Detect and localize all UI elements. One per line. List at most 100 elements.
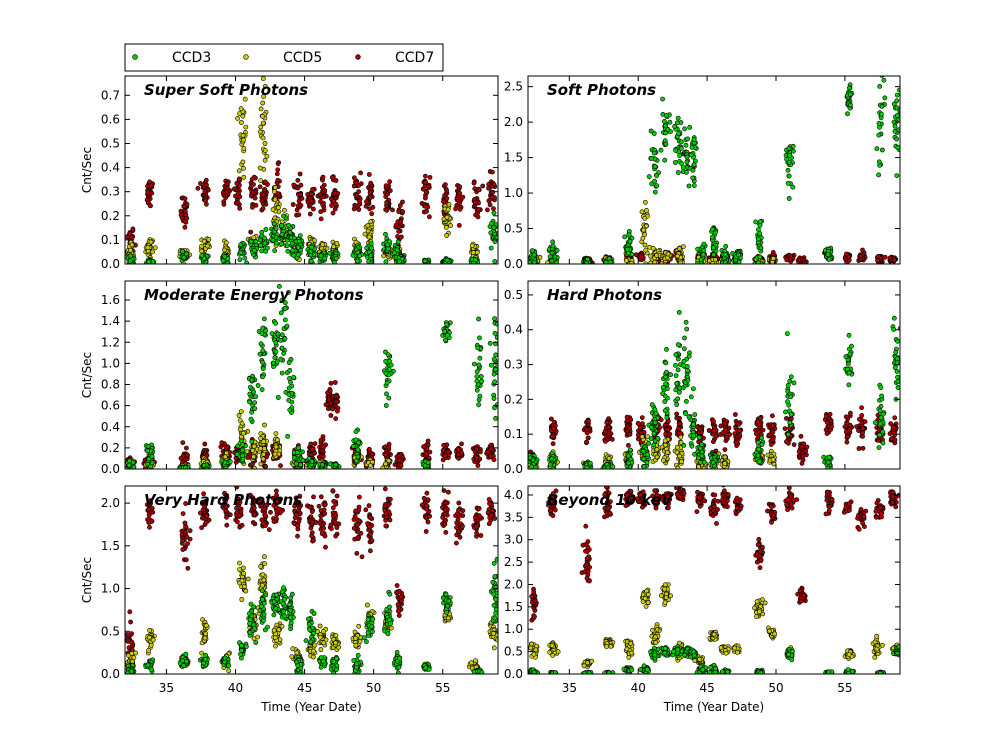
- data-point: [688, 152, 694, 158]
- data-point: [679, 145, 684, 151]
- data-point: [422, 258, 428, 264]
- data-point: [683, 142, 689, 148]
- data-point: [253, 202, 259, 208]
- data-point: [260, 113, 265, 119]
- data-point: [493, 367, 498, 372]
- series-ccd3-panel-2: [125, 283, 498, 469]
- data-point: [646, 174, 652, 180]
- y-tick-label: 0.2: [101, 441, 120, 455]
- data-point: [894, 136, 899, 142]
- data-point: [487, 202, 493, 208]
- data-point: [279, 241, 284, 247]
- data-point: [147, 203, 153, 209]
- data-point: [240, 113, 246, 119]
- data-point: [333, 462, 339, 468]
- data-point: [755, 236, 761, 242]
- data-point: [286, 360, 292, 365]
- data-point: [387, 188, 393, 194]
- data-point: [249, 409, 255, 415]
- data-point: [790, 184, 796, 190]
- y-tick-label: 0.4: [101, 420, 120, 434]
- data-point: [550, 434, 555, 439]
- data-point: [386, 458, 392, 464]
- data-point: [894, 173, 900, 178]
- data-point: [247, 384, 253, 390]
- data-point: [894, 98, 900, 104]
- legend: CCD3 CCD5 CCD7: [124, 43, 444, 72]
- data-point: [366, 258, 371, 264]
- data-point: [300, 458, 306, 463]
- data-point: [627, 431, 633, 437]
- data-point: [848, 102, 853, 108]
- data-point: [643, 199, 648, 205]
- data-point: [679, 161, 684, 166]
- data-point: [224, 181, 230, 187]
- data-point: [622, 234, 628, 240]
- data-point: [651, 131, 657, 136]
- data-point: [278, 337, 284, 343]
- data-point: [279, 231, 285, 237]
- data-point: [145, 245, 151, 250]
- data-point: [356, 207, 362, 212]
- data-point: [445, 449, 451, 454]
- data-point: [238, 106, 244, 112]
- y-tick-label: 0.6: [101, 112, 120, 126]
- data-point: [271, 221, 277, 227]
- data-point: [364, 245, 370, 251]
- data-point: [295, 244, 301, 250]
- data-point: [440, 457, 446, 463]
- data-point: [424, 446, 430, 451]
- data-point: [249, 204, 255, 210]
- data-point: [528, 260, 532, 264]
- series-ccd3-panel-0: [125, 210, 498, 264]
- data-point: [877, 84, 883, 89]
- data-point: [270, 237, 276, 243]
- panel-0: 0.00.10.20.30.40.50.60.7 Super Soft Photo…: [80, 75, 499, 271]
- data-point: [609, 436, 615, 442]
- data-point: [642, 242, 648, 248]
- data-point: [239, 453, 245, 458]
- data-point: [286, 385, 292, 391]
- data-point: [785, 180, 791, 186]
- data-point: [489, 194, 495, 200]
- data-point: [879, 111, 884, 117]
- data-point: [388, 362, 394, 368]
- data-point: [262, 84, 268, 89]
- y-tick-label: 0.2: [101, 209, 120, 223]
- data-point: [178, 455, 184, 461]
- data-point: [690, 167, 696, 173]
- data-point: [635, 420, 641, 426]
- data-point: [384, 391, 389, 397]
- data-point: [457, 206, 463, 212]
- data-point: [274, 359, 280, 365]
- data-point: [248, 416, 254, 422]
- data-point: [257, 351, 263, 357]
- data-point: [858, 253, 864, 259]
- data-point: [279, 297, 285, 303]
- data-point: [295, 252, 301, 257]
- data-point: [262, 240, 268, 246]
- data-point: [227, 459, 233, 465]
- data-point: [355, 447, 361, 453]
- data-point: [251, 443, 257, 449]
- data-point: [677, 246, 682, 251]
- data-point: [529, 248, 535, 254]
- data-point: [684, 169, 689, 175]
- data-point: [802, 260, 807, 264]
- data-point: [241, 137, 246, 143]
- panel-frame: [527, 75, 901, 265]
- data-point: [554, 260, 559, 264]
- data-point: [320, 448, 325, 454]
- data-point: [201, 238, 207, 244]
- data-point: [700, 252, 706, 258]
- data-point: [383, 452, 389, 458]
- data-point: [531, 252, 537, 258]
- data-point: [249, 377, 255, 383]
- y-tick-label: 0.0: [101, 257, 120, 271]
- data-point: [472, 200, 478, 205]
- data-point: [146, 259, 151, 264]
- data-point: [426, 214, 432, 220]
- data-point: [878, 71, 882, 75]
- data-point: [826, 256, 832, 262]
- data-point: [287, 230, 293, 235]
